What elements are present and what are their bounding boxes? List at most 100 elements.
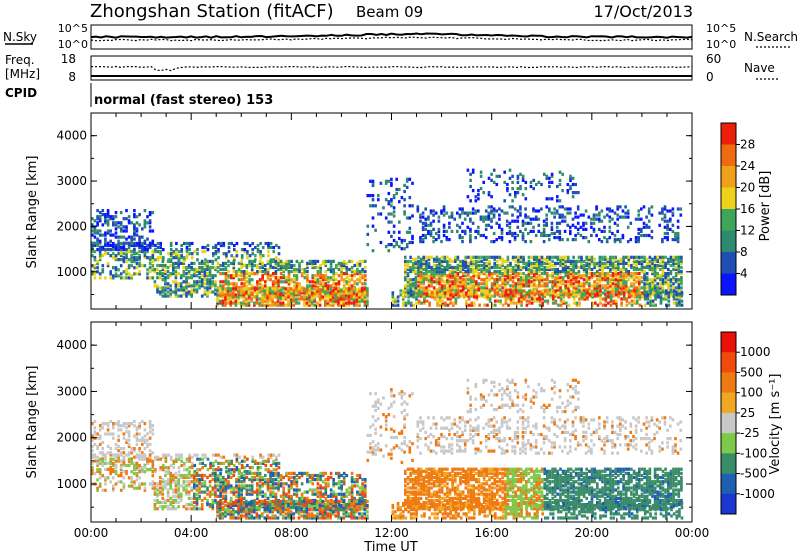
power-cell [520, 289, 523, 293]
power-cell [464, 265, 468, 270]
power-cell [569, 292, 573, 296]
power-cell [609, 297, 613, 301]
power-cell [225, 256, 228, 260]
power-cell [432, 236, 435, 240]
power-cell [645, 261, 649, 265]
power-cell [182, 259, 186, 263]
power-cell [425, 265, 428, 270]
power-cell [448, 274, 452, 278]
power-cell [269, 278, 272, 282]
power-cell [114, 274, 118, 278]
power-cell [355, 301, 359, 305]
power-cell [525, 299, 529, 303]
power-cell [407, 299, 410, 303]
power-cell [482, 180, 485, 184]
power-cell [258, 303, 261, 307]
power-cell [569, 259, 573, 263]
power-cell [477, 257, 481, 261]
power-cell [245, 293, 248, 297]
power-cell [551, 272, 554, 276]
power-cell [678, 295, 681, 299]
power-cell [221, 303, 225, 307]
power-cell [506, 265, 510, 270]
power-cell [251, 252, 254, 256]
power-cell [287, 295, 290, 299]
power-cell [546, 255, 549, 259]
power-cell [632, 272, 636, 276]
power-cell [678, 301, 681, 305]
power-cell [412, 291, 416, 295]
power-cell [508, 231, 512, 236]
velocity-cell [243, 470, 247, 474]
power-cell [488, 255, 491, 259]
power-cell [487, 211, 491, 215]
power-cell [498, 276, 502, 280]
power-cell [599, 301, 602, 305]
velocity-cell [133, 455, 136, 459]
power-cell [448, 286, 452, 290]
power-cell [266, 278, 270, 282]
power-cell [469, 178, 472, 182]
power-cell [164, 270, 167, 274]
power-cell [193, 270, 196, 274]
power-cell [154, 258, 157, 262]
power-cell [665, 295, 668, 299]
velocity-cell [91, 466, 94, 470]
velocity-cell [127, 484, 131, 488]
power-cell [158, 270, 162, 274]
power-cell [680, 293, 684, 297]
power-cell [572, 289, 576, 293]
power-cell [303, 289, 306, 293]
power-cell [172, 256, 176, 260]
power-cell [461, 274, 465, 278]
power-cell [432, 276, 436, 280]
power-cell [585, 276, 588, 280]
power-cell [600, 209, 604, 213]
power-cell [596, 263, 599, 268]
velocity-cell [146, 457, 149, 461]
velocity-cell [212, 461, 215, 465]
power-cell [306, 280, 309, 284]
power-cell [680, 270, 683, 274]
power-cell [287, 261, 291, 265]
power-cell [633, 295, 636, 299]
power-cell [628, 293, 631, 297]
power-cell [274, 272, 278, 276]
power-cell [550, 174, 554, 178]
power-cell [114, 245, 118, 250]
power-cell [146, 276, 149, 280]
power-cell [408, 240, 412, 245]
power-cell [672, 293, 676, 297]
power-cell [138, 245, 141, 250]
power-cell [185, 292, 188, 296]
power-cell [533, 297, 537, 301]
power-cell [446, 293, 450, 297]
power-cell [472, 292, 475, 296]
velocity-cell [122, 455, 126, 459]
velocity-cell [264, 459, 268, 463]
velocity-cell [114, 447, 118, 451]
power-cell [598, 272, 602, 276]
power-cell [487, 176, 491, 180]
power-cell [161, 278, 165, 282]
power-cell [282, 261, 285, 265]
power-cell [193, 280, 196, 284]
velocity-cell [119, 428, 123, 432]
power-cell [350, 265, 354, 270]
power-cell [448, 257, 452, 261]
power-cell [465, 301, 468, 305]
power-cell [484, 215, 488, 219]
power-cell [454, 301, 458, 305]
power-cell [572, 259, 575, 263]
power-cell [303, 270, 307, 274]
power-cell [624, 284, 628, 288]
power-cell [421, 240, 425, 244]
power-cell [200, 280, 204, 284]
power-cell [593, 290, 596, 294]
power-cell [96, 260, 99, 264]
power-cell [669, 209, 672, 213]
power-cell [622, 257, 625, 261]
power-cell [324, 299, 327, 303]
power-cell [614, 278, 617, 282]
power-cell [310, 303, 314, 307]
